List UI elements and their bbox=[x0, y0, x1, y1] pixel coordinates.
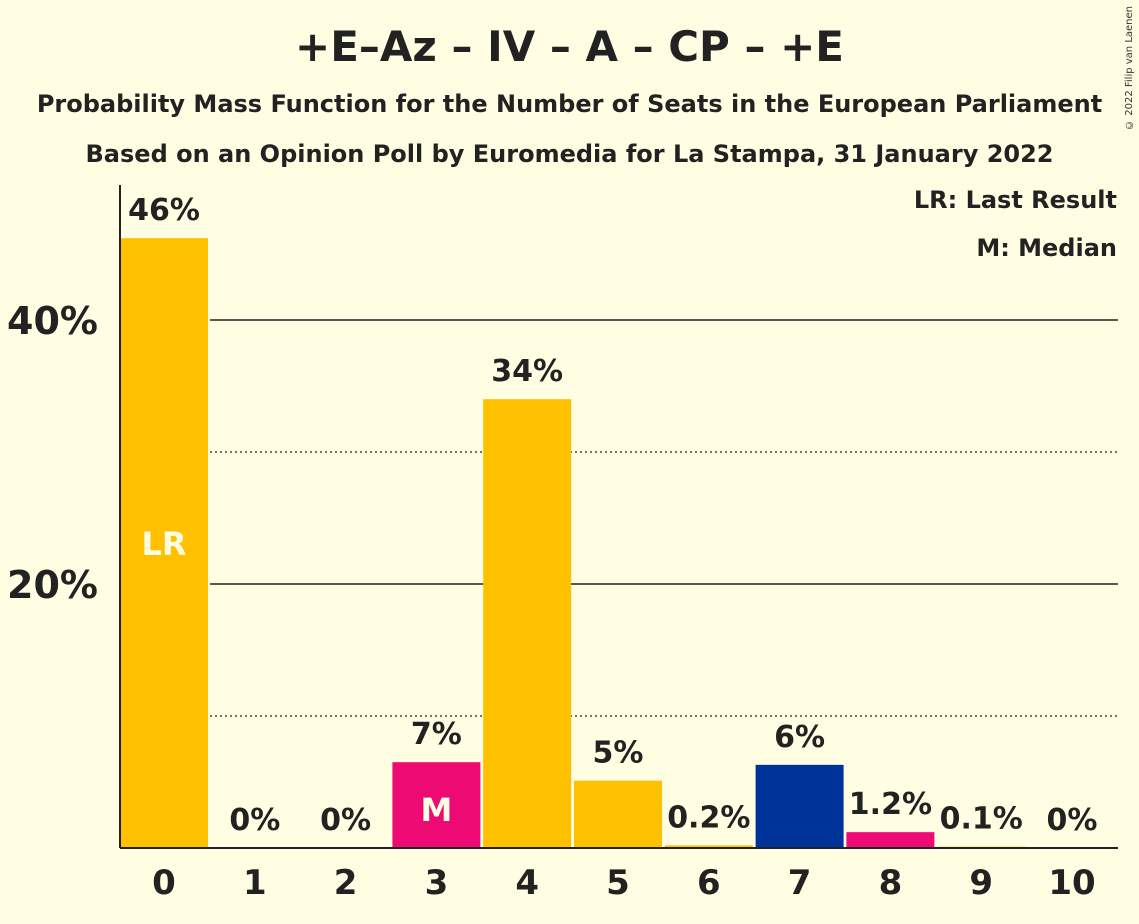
bar bbox=[664, 845, 753, 848]
x-tick-label: 7 bbox=[788, 863, 812, 903]
bar bbox=[846, 832, 935, 848]
bar-value-label: 6% bbox=[774, 720, 825, 755]
bar-value-label: 0% bbox=[320, 803, 371, 838]
x-tick-label: 2 bbox=[334, 863, 358, 903]
legend-last-result: LR: Last Result bbox=[913, 186, 1117, 214]
x-tick-label: 0 bbox=[152, 863, 176, 903]
x-tick-label: 4 bbox=[515, 863, 539, 903]
legend-median: M: Median bbox=[976, 234, 1117, 262]
bar bbox=[120, 238, 208, 848]
bar-value-label: 0% bbox=[1047, 803, 1098, 838]
median-marker: M bbox=[420, 791, 452, 829]
chart-subtitle: Probability Mass Function for the Number… bbox=[36, 90, 1103, 118]
bar bbox=[392, 762, 481, 848]
bar-value-label: 0% bbox=[229, 803, 280, 838]
bar-value-label: 7% bbox=[411, 717, 462, 752]
bar-value-label: 46% bbox=[128, 193, 200, 228]
chart-title: +E–Az – IV – A – CP – +E bbox=[295, 22, 844, 71]
x-tick-label: 6 bbox=[697, 863, 721, 903]
bar-value-label: 0.2% bbox=[667, 800, 750, 835]
x-tick-label: 8 bbox=[879, 863, 903, 903]
bar-value-label: 1.2% bbox=[849, 787, 932, 822]
y-tick-label: 40% bbox=[7, 299, 98, 343]
bar bbox=[483, 399, 572, 848]
bar bbox=[574, 780, 662, 848]
bar bbox=[755, 764, 844, 848]
bar-value-label: 5% bbox=[593, 736, 644, 771]
x-tick-label: 9 bbox=[969, 863, 993, 903]
chart-source-line: Based on an Opinion Poll by Euromedia fo… bbox=[85, 140, 1054, 168]
x-tick-label: 1 bbox=[243, 863, 267, 903]
last-result-marker: LR bbox=[141, 525, 186, 563]
bar-value-label: 34% bbox=[491, 354, 563, 389]
x-tick-label: 5 bbox=[606, 863, 630, 903]
x-tick-label: 3 bbox=[425, 863, 449, 903]
x-tick-label: 10 bbox=[1048, 863, 1095, 903]
y-tick-label: 20% bbox=[7, 563, 98, 607]
bar-value-label: 0.1% bbox=[940, 802, 1023, 837]
